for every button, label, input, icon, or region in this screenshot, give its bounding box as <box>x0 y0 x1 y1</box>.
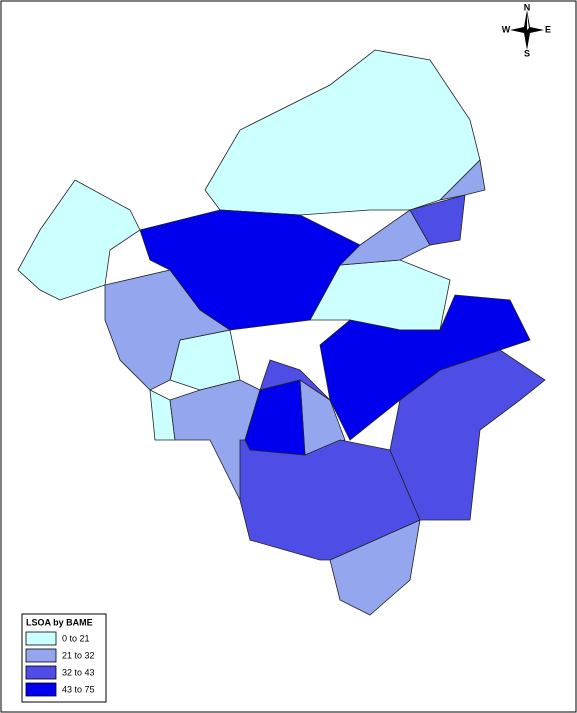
compass-s: S <box>524 48 530 58</box>
region <box>319 294 531 441</box>
legend: LSOA by BAME 0 to 21 21 to 32 32 to 43 43 t… <box>21 613 107 703</box>
region <box>244 379 306 456</box>
compass: N E S W <box>502 2 551 58</box>
legend-label: 0 to 21 <box>62 633 90 643</box>
region <box>17 179 141 301</box>
legend-label: 32 to 43 <box>62 667 95 677</box>
map <box>17 49 546 616</box>
compass-star <box>527 14 529 30</box>
legend-swatch <box>25 631 57 646</box>
legend-label: 21 to 32 <box>62 650 95 660</box>
compass-e: E <box>545 24 551 34</box>
legend-swatch <box>25 648 57 663</box>
region <box>389 349 546 521</box>
region <box>438 159 486 201</box>
region <box>139 209 361 331</box>
legend-swatch <box>25 682 57 697</box>
legend-title: LSOA by BAME <box>26 617 93 627</box>
region <box>409 194 466 246</box>
compass-w: W <box>502 24 511 34</box>
compass-n: N <box>524 2 531 12</box>
legend-swatch <box>25 665 57 680</box>
legend-label: 43 to 75 <box>62 684 95 694</box>
